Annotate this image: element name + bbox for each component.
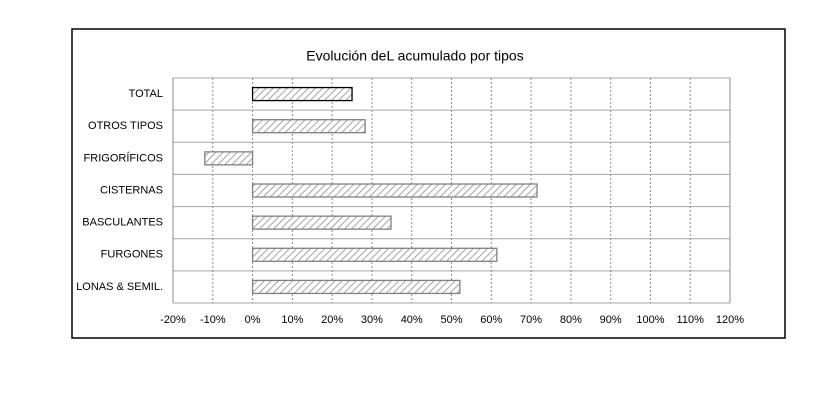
x-tick-label: 80% [560,314,582,326]
x-tick-label: -10% [200,314,226,326]
bar [251,279,461,295]
bar [251,119,366,134]
bar [204,151,254,166]
x-tick-label: -20% [160,314,186,326]
x-tick-label: 90% [600,314,622,326]
x-tick-label: 0% [245,314,261,326]
x-tick-label: 60% [480,314,502,326]
x-tick-label: 40% [401,314,423,326]
bar [251,215,392,230]
x-tick-label: 110% [677,314,705,326]
y-tick-label: OTROS TIPOS [88,120,163,132]
x-tick-label: 20% [321,314,343,326]
x-tick-label: 120% [716,314,744,326]
x-tick-label: 50% [440,314,462,326]
y-tick-label: FRIGORÍFICOS [84,151,163,164]
y-tick-label: CISTERNAS [100,184,163,196]
bar [251,183,538,198]
x-tick-label: 10% [281,314,303,326]
x-tick-label: 70% [520,314,542,326]
bar [251,247,498,262]
y-tick-label: BASCULANTES [82,217,163,229]
x-tick-label: 30% [361,314,383,326]
x-tick-label: 100% [636,314,664,326]
y-tick-label: LONAS & SEMIL. [76,281,163,293]
y-tick-label: TOTAL [129,88,163,100]
bar [251,86,353,102]
chart-title: Evolución deL acumulado por tipos [306,48,523,64]
y-tick-label: FURGONES [101,249,163,261]
